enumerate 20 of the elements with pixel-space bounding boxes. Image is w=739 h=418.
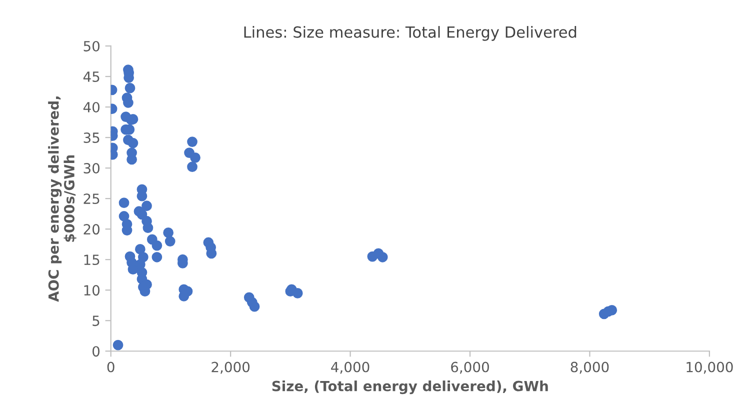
x-tick-label: 10,000 (686, 362, 733, 374)
x-tick-label: 0 (107, 362, 114, 372)
x-tick-label: 6,000 (451, 362, 489, 374)
y-tick-label: 10 (84, 285, 100, 296)
y-tick-label: 45 (83, 72, 100, 82)
x-tick-label: 4,000 (331, 362, 370, 374)
y-tick-label: 50 (84, 40, 100, 52)
y-tick-label: 5 (92, 316, 100, 326)
y-tick-label: 40 (83, 102, 100, 112)
y-tick-label: 25 (84, 194, 100, 204)
chart-title: Lines: Size measure: Total Energy Delivered (244, 26, 576, 41)
x-tick-label: 8,000 (570, 362, 609, 374)
x-axis-title: Size, (Total energy delivered), GWh (272, 380, 548, 394)
y-tick-label: 0 (92, 346, 100, 357)
y-axis-title: AOC per energy delivered, $000s/GWh (48, 96, 76, 302)
x-tick-label: 2,000 (212, 362, 250, 374)
y-tick-label: 35 (84, 132, 100, 143)
y-tick-label: 30 (84, 163, 100, 174)
y-tick-label: 15 (84, 254, 100, 266)
y-tick-label: 20 (84, 224, 100, 235)
